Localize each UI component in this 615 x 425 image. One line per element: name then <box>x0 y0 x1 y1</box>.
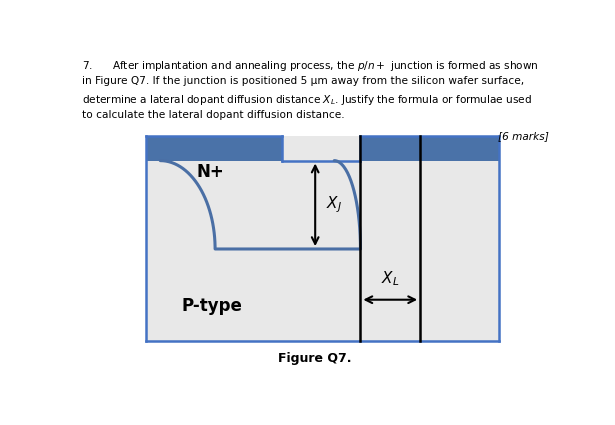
Text: P-type: P-type <box>182 297 242 315</box>
Text: in Figure Q7. If the junction is positioned 5 μm away from the silicon wafer sur: in Figure Q7. If the junction is positio… <box>82 76 524 86</box>
Text: determine a lateral dopant diffusion distance $X_L$. Justify the formula or form: determine a lateral dopant diffusion dis… <box>82 93 532 107</box>
Bar <box>360 136 499 161</box>
Text: N+: N+ <box>196 163 224 181</box>
Text: 7.      After implantation and annealing process, the $p/n+$ junction is formed : 7. After implantation and annealing proc… <box>82 59 538 73</box>
Bar <box>146 136 499 340</box>
Text: [6 marks]: [6 marks] <box>498 131 549 141</box>
Bar <box>146 136 282 161</box>
Text: $X_L$: $X_L$ <box>381 269 400 288</box>
Text: $X_J$: $X_J$ <box>326 195 341 215</box>
Text: to calculate the lateral dopant diffusion distance.: to calculate the lateral dopant diffusio… <box>82 110 344 120</box>
Text: Figure Q7.: Figure Q7. <box>279 352 352 365</box>
